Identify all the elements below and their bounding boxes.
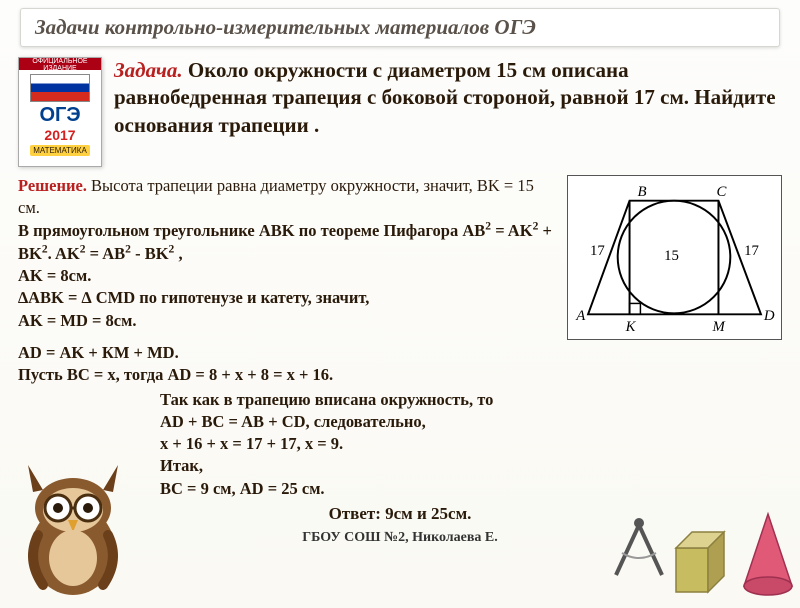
cube-icon (664, 520, 744, 600)
svg-text:D: D (763, 308, 775, 324)
sol-line-12: BC = 9 см, AD = 25 см. (160, 479, 325, 498)
book-subject: МАТЕМАТИКА (30, 145, 90, 156)
sol-line-1: Высота трапеции равна диаметру окружност… (18, 176, 534, 217)
svg-text:15: 15 (664, 248, 679, 264)
trapezoid-diagram: B C A D K M 17 17 15 (567, 175, 782, 340)
problem-text: Задача. Около окружности с диаметром 15 … (114, 57, 782, 167)
sol-line-11: Итак, (160, 456, 203, 475)
owl-icon (8, 460, 138, 600)
problem-label: Задача. (114, 58, 183, 82)
book-cover: ОФИЦИАЛЬНОЕ ИЗДАНИЕ ОГЭ 2017 МАТЕМАТИКА (18, 57, 102, 167)
sol-line-8: Так как в трапецию вписана окружность, т… (160, 390, 493, 409)
svg-text:K: K (625, 319, 637, 335)
sol-line-3: AK = 8см. (18, 266, 91, 285)
sol-line-5: AK = MD = 8см. (18, 311, 136, 330)
flag-icon (30, 74, 90, 102)
book-top: ОФИЦИАЛЬНОЕ ИЗДАНИЕ (19, 58, 101, 70)
solution-continue: AD = АK + КМ + MD. Пусть BC = x, тогда A… (0, 340, 800, 387)
solution-block: Решение. Высота трапеции равна диаметру … (18, 175, 557, 340)
svg-text:M: M (712, 319, 726, 335)
sol-line-4: ∆ABK = ∆ CMD по гипотенузе и катету, зна… (18, 288, 369, 307)
problem-body: Около окружности с диаметром 15 см описа… (114, 58, 776, 137)
book-year: 2017 (44, 127, 75, 143)
solution-label: Решение. (18, 176, 87, 195)
svg-text:17: 17 (590, 243, 605, 259)
sol-line-10: x + 16 + x = 17 + 17, x = 9. (160, 434, 343, 453)
header-card: Задачи контрольно-измерительных материал… (20, 8, 780, 47)
cone-icon (740, 510, 796, 600)
sol-line-9: AD + BC = AB + CD, следовательно, (160, 412, 426, 431)
sol-line-7: Пусть BC = x, тогда AD = 8 + x + 8 = x +… (18, 365, 333, 384)
page-title: Задачи контрольно-измерительных материал… (35, 15, 765, 40)
book-oge: ОГЭ (39, 104, 80, 127)
svg-text:C: C (716, 184, 726, 200)
svg-text:17: 17 (744, 243, 759, 259)
sol-line-2: В прямоугольном треугольнике ABK по теор… (18, 220, 557, 266)
problem-row: ОФИЦИАЛЬНОЕ ИЗДАНИЕ ОГЭ 2017 МАТЕМАТИКА … (0, 53, 800, 167)
svg-text:A: A (575, 308, 586, 324)
sol-line-6: AD = АK + КМ + MD. (18, 343, 179, 362)
solution-row: Решение. Высота трапеции равна диаметру … (0, 167, 800, 340)
svg-text:B: B (637, 184, 646, 200)
